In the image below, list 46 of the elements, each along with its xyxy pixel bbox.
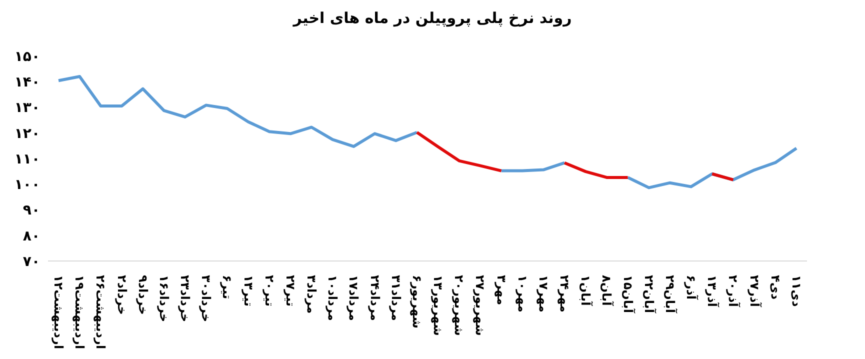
- x-tick-label: ۱آبان: [578, 275, 594, 307]
- y-tick-label: ۱۱۰: [14, 151, 40, 168]
- x-tick-label: ۲۴مهر: [558, 275, 572, 312]
- x-tick-label: ۱۲اردیبهشت: [52, 275, 66, 350]
- x-tick-label: ۲۷شهریور: [473, 275, 488, 336]
- y-tick-label: ۱۲۰: [14, 126, 40, 142]
- x-tick-label: ۲۶اردیبهشت: [94, 275, 108, 350]
- x-tick-label: ۲۷آذر: [747, 275, 762, 308]
- x-tick-label: ۸آبان: [600, 275, 615, 307]
- x-tick-label: ۱۳آذر: [705, 275, 720, 308]
- y-tick-label: ۷۰: [22, 254, 40, 270]
- x-tick-label: ۲۰شهریور: [452, 275, 466, 336]
- x-tick-label: ۲۲آبان: [642, 275, 657, 314]
- x-tick-label: ۱۵آبان: [620, 275, 636, 314]
- x-tick-label: ۲۴مرداد: [368, 275, 382, 321]
- x-tick-label: ۳مهر: [494, 275, 508, 306]
- x-tick-label: ۳۰خرداد: [199, 275, 214, 322]
- x-tick-label: ۱۳شهریور: [431, 275, 446, 336]
- x-tick-label: ۹خرداد: [136, 275, 150, 315]
- x-tick-label: ۱۰مرداد: [326, 275, 340, 321]
- x-tick-label: ۲۷تیر: [283, 275, 298, 307]
- x-tick-label: ۱۷مهر: [536, 275, 550, 312]
- x-tick-label: ۲۹آبان: [662, 275, 678, 314]
- y-tick-label: ۱۴۰: [14, 74, 40, 91]
- x-tick-label: ۱۹اردیبهشت: [72, 275, 87, 350]
- x-tick-label: ۳مرداد: [304, 275, 319, 314]
- x-tick-label: ۲۰آذر: [726, 275, 742, 308]
- x-tick-label: ۱۶خرداد: [156, 275, 171, 322]
- x-tick-label: ۲خرداد: [114, 275, 129, 315]
- x-tick-label: ۶تیر: [220, 275, 234, 300]
- x-tick-label: ۳۱مرداد: [388, 275, 403, 321]
- x-tick-label: ۴دی: [768, 275, 782, 300]
- y-tick-label: ۱۳۰: [14, 100, 40, 116]
- x-tick-label: ۲۰تیر: [262, 275, 276, 307]
- y-tick-label: ۹۰: [22, 202, 40, 219]
- y-tick-label: ۱۰۰: [14, 177, 40, 194]
- x-tick-label: ۶آذر: [684, 275, 700, 300]
- y-tick-label: ۸۰: [22, 228, 40, 244]
- x-tick-label: ۱۷مرداد: [346, 275, 361, 321]
- x-tick-label: ۱۰مهر: [515, 275, 530, 312]
- x-tick-label: ۲۳خرداد: [178, 275, 192, 322]
- chart-title: روند نرخ پلی پروپیلن در ماه های اخیر: [292, 8, 573, 29]
- y-tick-label: ۱۵۰: [14, 48, 40, 65]
- x-tick-label: ۱۱دی: [789, 275, 804, 307]
- x-tick-label: ۱۳تیر: [241, 275, 256, 307]
- x-tick-label: ۶شهریور: [410, 275, 424, 328]
